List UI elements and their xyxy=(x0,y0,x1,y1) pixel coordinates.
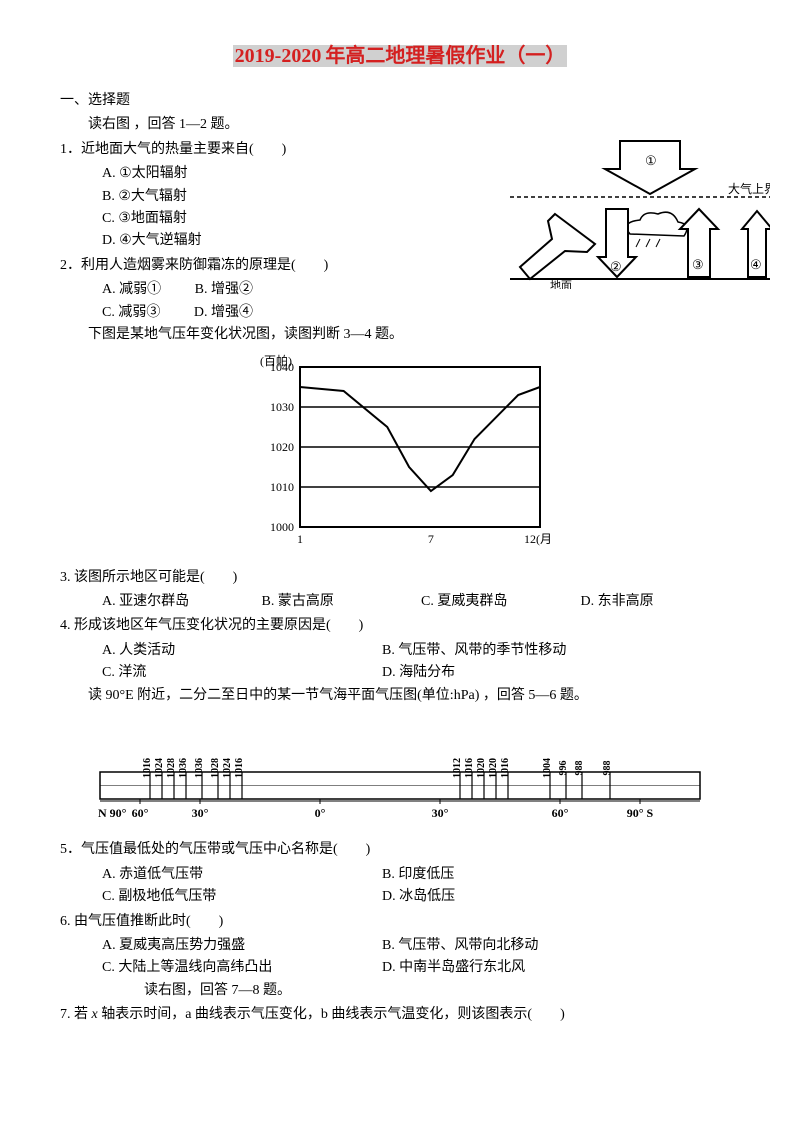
svg-text:12(月): 12(月) xyxy=(524,532,550,546)
svg-text:1030: 1030 xyxy=(270,400,294,414)
q4-c: C. 洋流 xyxy=(102,662,382,684)
q2-d: D. 增强④ xyxy=(194,302,253,324)
label-1: ① xyxy=(645,153,657,168)
label-3: ③ xyxy=(692,257,704,272)
q4-d: D. 海陆分布 xyxy=(382,662,455,684)
svg-text:988: 988 xyxy=(602,761,613,776)
svg-text:30°: 30° xyxy=(432,806,449,820)
svg-text:1004: 1004 xyxy=(542,758,553,778)
q3-c: C. 夏威夷群岛 xyxy=(421,591,581,613)
pressure-chart: (百帕)100010101020103010401712(月) xyxy=(60,352,740,560)
svg-text:1028: 1028 xyxy=(210,758,221,778)
svg-text:90° S: 90° S xyxy=(627,806,654,820)
q6-c: C. 大陆上等温线向高纬凸出 xyxy=(102,957,382,979)
q5-b: B. 印度低压 xyxy=(382,864,454,886)
intro-1-2: 读右图 ，回答 1—2 题。 xyxy=(60,114,740,136)
svg-text:N 90°: N 90° xyxy=(98,806,127,820)
isobar-strip: 1016102410281036103610281024101610121016… xyxy=(60,717,740,835)
q5-d: D. 冰岛低压 xyxy=(382,886,455,908)
svg-text:60°: 60° xyxy=(552,806,569,820)
svg-text:7: 7 xyxy=(428,532,434,546)
svg-text:1016: 1016 xyxy=(464,758,475,778)
q3-b: B. 蒙古高原 xyxy=(262,591,422,613)
svg-text:1: 1 xyxy=(297,532,303,546)
section-heading: 一、选择题 xyxy=(60,90,740,112)
q6-opts: A. 夏威夷高压势力强盛B. 气压带、风带向北移动 C. 大陆上等温线向高纬凸出… xyxy=(60,935,740,980)
svg-text:1012: 1012 xyxy=(452,758,463,778)
svg-text:1020: 1020 xyxy=(270,440,294,454)
q2-c: C. 减弱③ xyxy=(102,302,160,324)
q6-b: B. 气压带、风带向北移动 xyxy=(382,935,538,957)
svg-text:1036: 1036 xyxy=(194,758,205,778)
intro-5-6: 读 90°E 附近，二分二至日中的某一节气海平面气压图(单位:hPa) ，回答 … xyxy=(60,685,740,707)
q7-suffix: 轴表示时间，a 曲线表示气压变化，b 曲线表示气温变化，则该图表示( ) xyxy=(98,1007,565,1022)
q3-a: A. 亚速尔群岛 xyxy=(102,591,262,613)
page-title: 2019-2020年高二地理暑假作业（一） xyxy=(60,40,740,72)
svg-text:1036: 1036 xyxy=(178,758,189,778)
q3-d: D. 东非高原 xyxy=(581,591,741,613)
svg-text:1024: 1024 xyxy=(154,758,165,778)
svg-text:1020: 1020 xyxy=(488,758,499,778)
label-ground: 地面 xyxy=(550,279,572,289)
svg-text:1024: 1024 xyxy=(222,758,233,778)
q2-a: A. 减弱① xyxy=(102,279,161,301)
q4-opts: A. 人类活动B. 气压带、风带的季节性移动 C. 洋流D. 海陆分布 xyxy=(60,640,740,685)
q7-prefix: 7. 若 xyxy=(60,1007,92,1022)
svg-text:1016: 1016 xyxy=(142,758,153,778)
q3-opts: A. 亚速尔群岛 B. 蒙古高原 C. 夏威夷群岛 D. 东非高原 xyxy=(60,591,740,613)
intro-7-8: 读右图，回答 7—8 题。 xyxy=(60,980,740,1002)
svg-text:996: 996 xyxy=(558,761,569,776)
label-2: ② xyxy=(610,259,622,274)
svg-text:1028: 1028 xyxy=(166,758,177,778)
q5-c: C. 副极地低气压带 xyxy=(102,886,382,908)
svg-text:1020: 1020 xyxy=(476,758,487,778)
title-year: 2019-2020 xyxy=(233,45,324,67)
svg-text:0°: 0° xyxy=(315,806,326,820)
intro-3-4: 下图是某地气压年变化状况图，读图判断 3—4 题。 xyxy=(60,324,740,346)
svg-text:1040: 1040 xyxy=(270,360,294,374)
q5-opts: A. 赤道低气压带B. 印度低压 C. 副极地低气压带D. 冰岛低压 xyxy=(60,864,740,909)
q6-a: A. 夏威夷高压势力强盛 xyxy=(102,935,382,957)
q6-d: D. 中南半岛盛行东北风 xyxy=(382,957,525,979)
q4-b: B. 气压带、风带的季节性移动 xyxy=(382,640,566,662)
q6-stem: 6. 由气压值推断此时( ) xyxy=(60,911,740,933)
q3-stem: 3. 该图所示地区可能是( ) xyxy=(60,567,740,589)
svg-text:30°: 30° xyxy=(192,806,209,820)
q1-q2-block: ① 大气上界 ② ③ ④ 地面 1．近地面大气的热量主要来自( ) A. xyxy=(60,139,740,324)
svg-text:1016: 1016 xyxy=(234,758,245,778)
svg-text:988: 988 xyxy=(574,761,585,776)
title-rest: 年高二地理暑假作业（一） xyxy=(323,45,567,67)
svg-text:1010: 1010 xyxy=(270,480,294,494)
q4-stem: 4. 形成该地区年气压变化状况的主要原因是( ) xyxy=(60,615,740,637)
q5-stem: 5．气压值最低处的气压带或气压中心名称是( ) xyxy=(60,839,740,861)
svg-text:1000: 1000 xyxy=(270,520,294,534)
q2-row2: C. 减弱③ D. 增强④ xyxy=(60,302,740,324)
q7-stem: 7. 若 x 轴表示时间，a 曲线表示气压变化，b 曲线表示气温变化，则该图表示… xyxy=(60,1004,740,1026)
svg-text:60°: 60° xyxy=(132,806,149,820)
label-atm-boundary: 大气上界 xyxy=(728,181,770,196)
label-4: ④ xyxy=(750,257,762,272)
q2-b: B. 增强② xyxy=(195,279,253,301)
q5-a: A. 赤道低气压带 xyxy=(102,864,382,886)
q4-a: A. 人类活动 xyxy=(102,640,382,662)
radiation-diagram: ① 大气上界 ② ③ ④ 地面 xyxy=(510,139,770,297)
svg-text:1016: 1016 xyxy=(500,758,511,778)
